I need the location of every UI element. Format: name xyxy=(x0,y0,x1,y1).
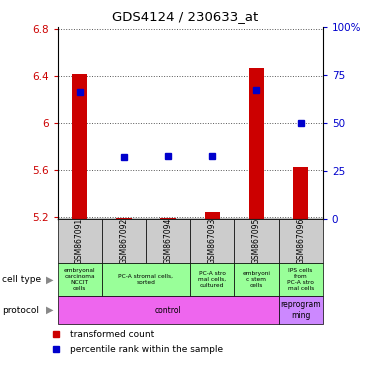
Text: PC-A stro
mal cells,
cultured: PC-A stro mal cells, cultured xyxy=(198,271,226,288)
Text: GSM867091: GSM867091 xyxy=(75,218,84,264)
Text: GSM867093: GSM867093 xyxy=(208,218,217,264)
Text: IPS cells
from
PC-A stro
mal cells: IPS cells from PC-A stro mal cells xyxy=(287,268,314,291)
Bar xyxy=(204,212,220,219)
Text: GSM867094: GSM867094 xyxy=(164,218,173,264)
Text: GSM867092: GSM867092 xyxy=(119,218,128,264)
Bar xyxy=(72,74,87,219)
Text: cell type: cell type xyxy=(2,275,41,284)
Text: GSM867096: GSM867096 xyxy=(296,218,305,264)
Bar xyxy=(102,219,146,263)
Bar xyxy=(190,263,234,296)
Bar xyxy=(279,263,323,296)
Bar xyxy=(249,68,264,219)
Bar xyxy=(190,219,234,263)
Text: transformed count: transformed count xyxy=(70,329,154,339)
Text: percentile rank within the sample: percentile rank within the sample xyxy=(70,345,223,354)
Text: embryonal
carcinoma
NCCIT
cells: embryonal carcinoma NCCIT cells xyxy=(64,268,95,291)
Bar xyxy=(102,263,190,296)
Bar xyxy=(234,219,279,263)
Bar xyxy=(293,167,308,219)
Text: ▶: ▶ xyxy=(46,305,54,315)
Bar xyxy=(58,296,279,324)
Bar xyxy=(146,219,190,263)
Text: GSM867095: GSM867095 xyxy=(252,218,261,264)
Bar xyxy=(160,218,176,219)
Text: PC-A stromal cells,
sorted: PC-A stromal cells, sorted xyxy=(118,274,173,285)
Text: GDS4124 / 230633_at: GDS4124 / 230633_at xyxy=(112,10,259,23)
Text: reprogram
ming: reprogram ming xyxy=(280,300,321,320)
Text: control: control xyxy=(155,306,181,314)
Bar xyxy=(279,296,323,324)
Bar xyxy=(58,219,102,263)
Bar xyxy=(116,218,132,219)
Bar xyxy=(58,263,102,296)
Text: protocol: protocol xyxy=(2,306,39,314)
Text: embryoni
c stem
cells: embryoni c stem cells xyxy=(243,271,270,288)
Bar xyxy=(234,263,279,296)
Text: ▶: ▶ xyxy=(46,274,54,285)
Bar xyxy=(279,219,323,263)
